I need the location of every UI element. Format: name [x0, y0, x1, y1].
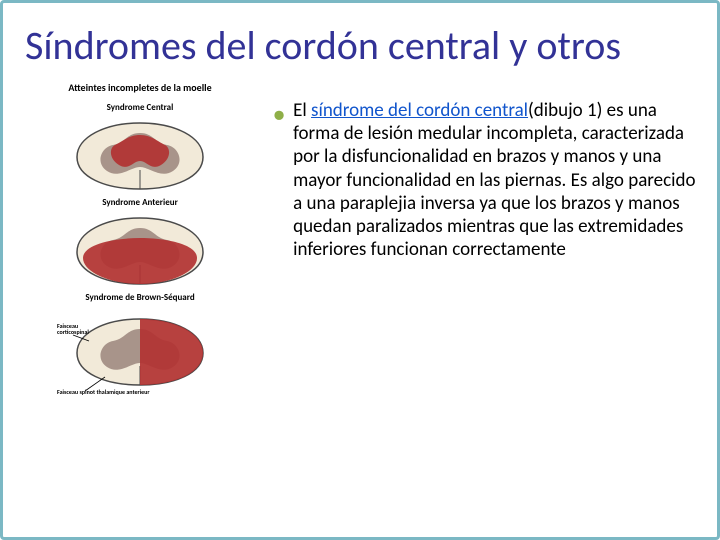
bullet-item: ● El síndrome del cordón central(dibujo …: [273, 99, 699, 261]
body-rest: (dibujo 1) es una forma de lesión medula…: [293, 99, 695, 261]
section-title: Atteintes incompletes de la moelle: [68, 81, 211, 94]
diagram-label-1: Syndrome Central: [107, 102, 174, 113]
bullet-icon: ●: [273, 99, 285, 261]
tract-label-corticospinal-text: Faisceau corticospinal: [57, 322, 89, 336]
diagram-anterieur: [65, 210, 215, 288]
diagram-label-3: Syndrome de Brown-Séquard: [85, 292, 194, 303]
body-text: El síndrome del cordón central(dibujo 1)…: [293, 99, 699, 261]
tract-label-spinothalamic: Faisceau spinot thalamique anterieur: [57, 389, 177, 395]
cord-syndrome-link[interactable]: síndrome del cordón central: [311, 99, 528, 122]
page-title: Síndromes del cordón central y otros: [25, 25, 699, 67]
right-column: ● El síndrome del cordón central(dibujo …: [265, 81, 699, 460]
left-column: Atteintes incompletes de la moelle Syndr…: [25, 81, 255, 460]
content-area: Atteintes incompletes de la moelle Syndr…: [25, 81, 699, 460]
slide: Síndromes del cordón central y otros Att…: [0, 0, 720, 540]
diagram-label-2: Syndrome Anterieur: [102, 197, 178, 208]
tract-label-corticospinal: Faisceau corticospinal: [57, 323, 97, 336]
diagram-central: [65, 115, 215, 193]
diagram-brownsequard: Faisceau corticospinal Faisceau spinot t…: [65, 305, 215, 397]
body-prefix: El: [293, 99, 311, 122]
